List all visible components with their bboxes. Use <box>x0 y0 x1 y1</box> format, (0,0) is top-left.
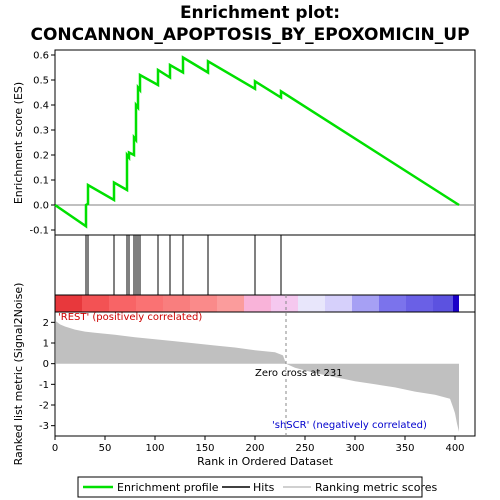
color-bar-segment <box>453 295 459 312</box>
es-panel-frame <box>54 49 476 236</box>
es-y-tick-label: 0.1 <box>33 176 49 187</box>
x-tick-label: 50 <box>99 443 112 454</box>
hits-panel-frame <box>54 234 476 296</box>
metric-y-tick-label: -3 <box>39 421 49 432</box>
es-panel: -0.1 0.0 0.1 0.2 0.3 0.4 0.5 0.6 <box>29 49 476 237</box>
color-bar-segment <box>163 295 190 312</box>
es-y-tick-label: -0.1 <box>29 226 49 237</box>
ranked-list-color-bar <box>55 295 459 312</box>
es-y-tick-label: 0.4 <box>33 101 49 112</box>
es-y-tick-label: 0.3 <box>33 126 49 137</box>
es-y-tick-label: 0.6 <box>33 51 49 62</box>
title-line-1: Enrichment plot: <box>180 3 340 23</box>
x-tick-label: 400 <box>445 443 464 454</box>
color-bar-segment <box>406 295 433 312</box>
es-y-tick-label: 0.5 <box>33 76 49 87</box>
metric-y-tick-label: 0 <box>43 359 49 370</box>
ranking-metric-panel: -3 -2 -1 0 1 2 'REST' (positively correlated)… <box>39 295 476 437</box>
es-y-axis-label: Enrichment score (ES) <box>12 82 25 204</box>
metric-y-axis-label: Ranked list metric (Signal2Noise) <box>12 283 25 466</box>
legend: Enrichment profile Hits Ranking metric s… <box>77 476 437 498</box>
x-tick-label: 150 <box>195 443 214 454</box>
legend-ranking-label: Ranking metric scores <box>315 481 437 494</box>
metric-y-tick-label: 2 <box>43 318 49 329</box>
color-bar-segment <box>271 295 298 312</box>
color-bar-segment <box>136 295 163 312</box>
enrichment-profile-line <box>54 55 460 229</box>
metric-y-tick-label: -2 <box>39 401 49 412</box>
color-bar-segment <box>190 295 217 312</box>
es-y-ticks: -0.1 0.0 0.1 0.2 0.3 0.4 0.5 0.6 <box>29 51 55 237</box>
metric-y-tick-label: 1 <box>43 339 49 350</box>
x-tick-label: 0 <box>52 443 58 454</box>
color-bar-segment <box>217 295 244 312</box>
negative-correlation-label: 'shSCR' (negatively correlated) <box>272 420 427 431</box>
es-y-tick-label: 0.2 <box>33 151 49 162</box>
legend-enrichment-label: Enrichment profile <box>117 481 219 494</box>
zero-cross-label: Zero cross at 231 <box>255 368 343 379</box>
hits-panel <box>54 234 476 296</box>
color-bar-segment <box>325 295 352 312</box>
metric-y-ticks: -3 -2 -1 0 1 2 <box>39 318 55 432</box>
hit-marks <box>85 235 282 295</box>
x-tick-label: 350 <box>395 443 414 454</box>
x-tick-label: 250 <box>295 443 314 454</box>
positive-correlation-label: 'REST' (positively correlated) <box>58 312 202 323</box>
color-bar-segment <box>352 295 379 312</box>
x-tick-label: 200 <box>245 443 264 454</box>
x-tick-label: 100 <box>145 443 164 454</box>
ranking-metric-area <box>56 321 459 432</box>
color-bar-segment <box>379 295 406 312</box>
color-bar-segment <box>298 295 325 312</box>
title-line-2: CONCANNON_APOPTOSIS_BY_EPOXOMICIN_UP <box>30 25 469 45</box>
legend-hits-label: Hits <box>253 481 275 494</box>
color-bar-segment <box>244 295 271 312</box>
x-axis-ticks: 0 50 100 150 200 250 300 350 400 <box>52 436 465 454</box>
x-axis-label: Rank in Ordered Dataset <box>197 455 334 468</box>
metric-y-tick-label: -1 <box>39 380 49 391</box>
color-bar-segment <box>82 295 109 312</box>
color-bar-segment <box>433 295 453 312</box>
es-y-tick-label: 0.0 <box>33 201 49 212</box>
color-bar-segment <box>55 295 82 312</box>
x-tick-label: 300 <box>345 443 364 454</box>
color-bar-segment <box>109 295 136 312</box>
